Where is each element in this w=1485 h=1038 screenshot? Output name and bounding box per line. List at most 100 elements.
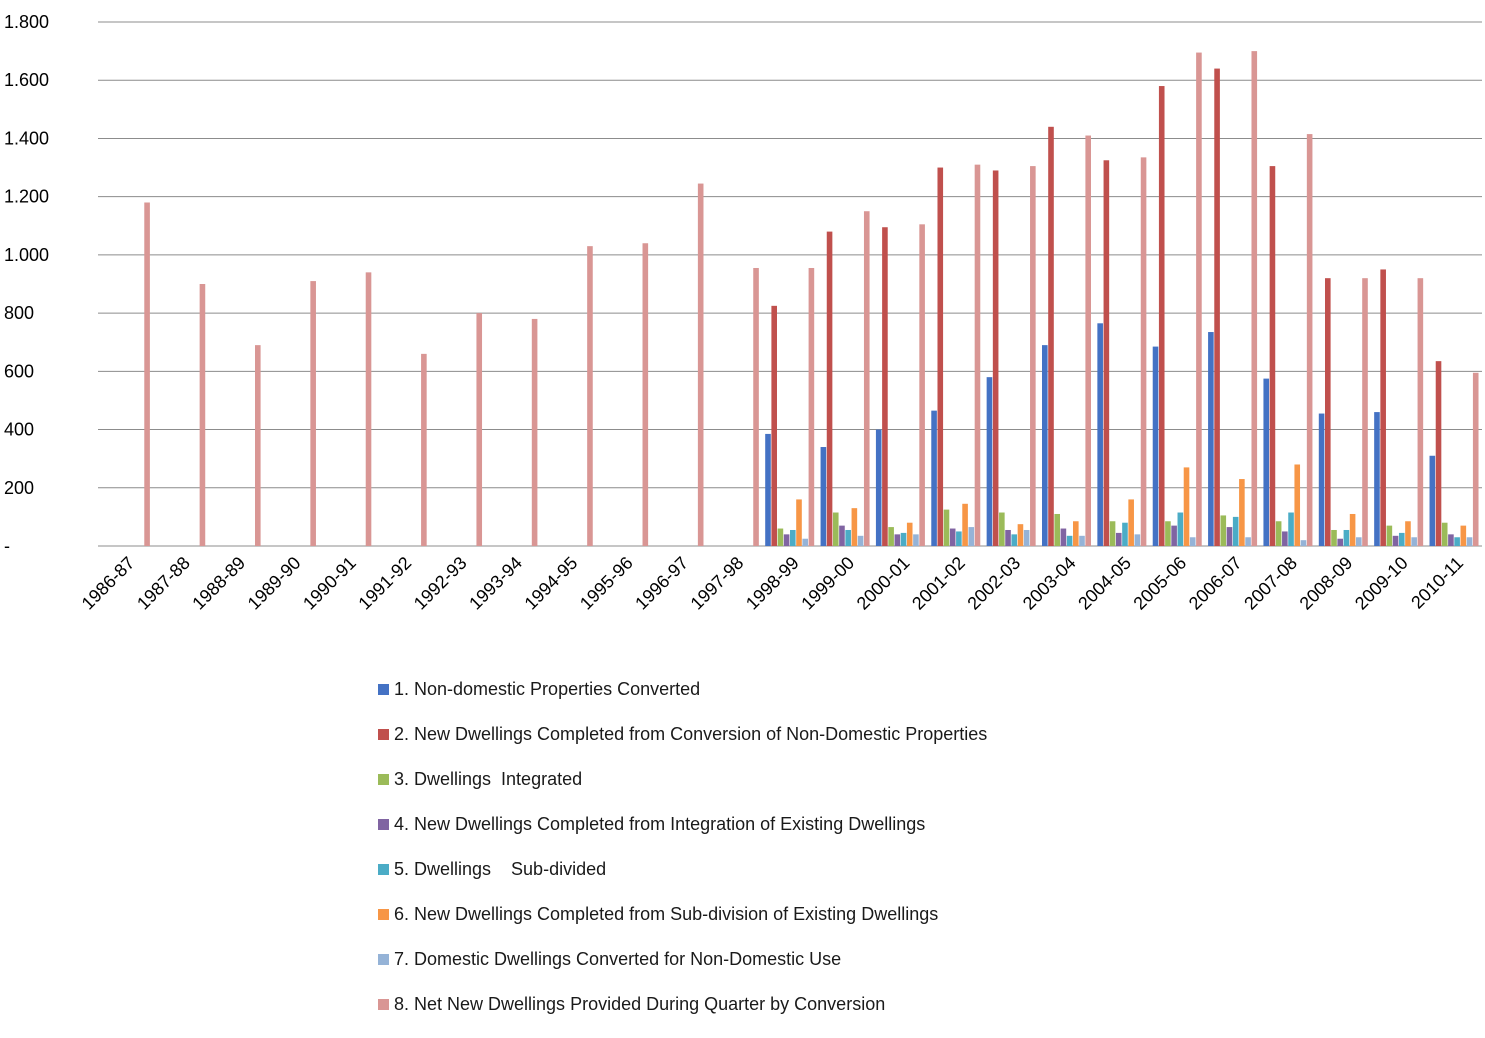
bar-8-2009-10: [1417, 278, 1424, 546]
bar-5-2001-02: [956, 531, 962, 546]
bar-7-2007-08: [1300, 540, 1307, 546]
bar-1-2004-05: [1097, 323, 1103, 546]
bar-7-2009-10: [1411, 537, 1417, 546]
bar-5-2002-03: [1011, 534, 1018, 546]
legend-item-6: 6. New Dwellings Completed from Sub-divi…: [378, 903, 987, 948]
bar-1-2005-06: [1152, 346, 1159, 546]
bar-6-2000-01: [906, 522, 913, 546]
bar-4-1998-99: [783, 534, 790, 546]
x-tick-label: 1995-96: [576, 553, 637, 614]
legend-item-8: 8. Net New Dwellings Provided During Qua…: [378, 993, 987, 1038]
legend-swatch: [378, 864, 389, 875]
x-tick-label: 1998-99: [742, 553, 803, 614]
gridlines: [98, 21, 1482, 547]
bar-8-2000-01: [919, 224, 925, 547]
bar-3-2010-11: [1441, 522, 1448, 546]
bar-2-2009-10: [1380, 269, 1386, 546]
bar-1-2001-02: [931, 410, 937, 546]
bar-8-1997-98: [753, 267, 759, 546]
bar-8-1988-89: [255, 345, 261, 546]
x-tick-label: 2000-01: [853, 553, 914, 614]
bar-8-1993-94: [531, 318, 538, 546]
bar-4-2000-01: [894, 534, 901, 546]
legend-label: 5. Dwellings Sub-divided: [394, 859, 607, 879]
bar-8-1990-91: [365, 272, 372, 546]
bar-7-2008-09: [1356, 537, 1362, 546]
x-tick-label: 2005-06: [1129, 553, 1190, 614]
x-tick-label: 2008-09: [1296, 553, 1357, 614]
legend-label: 7. Domestic Dwellings Converted for Non-…: [394, 949, 842, 969]
y-tick-label: 200: [4, 478, 34, 498]
bar-8-1996-97: [697, 183, 704, 547]
legend-label: 8. Net New Dwellings Provided During Qua…: [394, 994, 886, 1014]
bar-4-2004-05: [1115, 532, 1122, 546]
legend-swatch: [378, 909, 389, 920]
bar-5-2008-09: [1343, 529, 1350, 546]
bar-5-2004-05: [1122, 522, 1128, 546]
bar-2-2007-08: [1269, 166, 1276, 546]
y-axis-tick-labels: - 200 400 600 800 1.000 1.200 1.400 1.600 1.800: [4, 12, 49, 556]
bar-7-2000-01: [913, 534, 919, 546]
bar-1-2007-08: [1263, 378, 1270, 546]
bar-8-1995-96: [642, 243, 649, 546]
bar-6-2002-03: [1017, 524, 1024, 546]
bar-8-2010-11: [1472, 372, 1479, 546]
bar-7-2001-02: [968, 527, 975, 546]
bar-7-2004-05: [1134, 534, 1141, 546]
bar-7-2006-07: [1245, 537, 1251, 546]
bar-8-2006-07: [1251, 51, 1258, 546]
bar-8-1991-92: [421, 353, 427, 546]
bar-5-2000-01: [900, 532, 907, 546]
bar-8-2003-04: [1085, 135, 1091, 547]
bar-6-2009-10: [1405, 521, 1411, 546]
bar-6-2005-06: [1183, 467, 1190, 546]
bar-1-2010-11: [1429, 455, 1436, 546]
bar-3-1998-99: [777, 528, 784, 546]
y-tick-label: 1.600: [4, 70, 49, 90]
y-tick-label: 1.400: [4, 128, 49, 148]
bar-1-2003-04: [1042, 345, 1048, 546]
bar-1-2009-10: [1374, 412, 1380, 546]
bar-3-2004-05: [1109, 521, 1116, 546]
bar-2-2003-04: [1048, 126, 1054, 547]
bar-6-2001-02: [962, 503, 968, 546]
legend-label: 6. New Dwellings Completed from Sub-divi…: [394, 904, 939, 924]
bar-1-2006-07: [1208, 332, 1214, 546]
bar-4-2007-08: [1282, 531, 1288, 546]
bar-5-2009-10: [1398, 532, 1405, 546]
y-tick-label: 400: [4, 420, 34, 440]
bar-3-1999-00: [832, 512, 839, 546]
bar-6-1999-00: [851, 508, 858, 546]
bar-3-2000-01: [888, 527, 894, 546]
bar-5-1998-99: [790, 529, 796, 546]
bar-5-1999-00: [845, 529, 851, 546]
y-tick-label: -: [4, 536, 10, 556]
bar-6-2006-07: [1239, 479, 1245, 546]
x-tick-label: 1990-91: [299, 553, 360, 614]
y-tick-label: 1.800: [4, 12, 49, 32]
x-tick-label: 1996-97: [631, 553, 692, 614]
bar-3-2007-08: [1275, 521, 1282, 546]
x-tick-label: 2003-04: [1019, 553, 1080, 614]
bar-8-2005-06: [1196, 52, 1202, 547]
bar-2-1998-99: [771, 305, 777, 546]
bar-3-2009-10: [1386, 525, 1393, 546]
y-tick-label: 800: [4, 303, 34, 323]
bar-4-2008-09: [1337, 538, 1343, 546]
legend-item-3: 3. Dwellings Integrated: [378, 768, 987, 813]
x-tick-label: 1987-88: [133, 553, 194, 614]
bar-2-2002-03: [992, 170, 999, 546]
chart-canvas: - 200 400 600 800 1.000 1.200 1.400 1.600 1.800 1…: [4, 12, 1482, 614]
legend-item-1: 1. Non-domestic Properties Converted: [378, 678, 987, 723]
bar-8-2002-03: [1030, 166, 1036, 546]
x-tick-label: 1989-90: [244, 553, 305, 614]
legend-swatch: [378, 819, 389, 830]
bar-4-2003-04: [1060, 528, 1067, 546]
bar-8-1987-88: [199, 284, 206, 546]
bar-8-1994-95: [587, 246, 593, 546]
legend-swatch: [378, 684, 389, 695]
legend-item-7: 7. Domestic Dwellings Converted for Non-…: [378, 948, 987, 993]
y-tick-label: 1.200: [4, 187, 49, 207]
legend-item-2: 2. New Dwellings Completed from Conversi…: [378, 723, 987, 768]
legend-label: 3. Dwellings Integrated: [394, 769, 583, 789]
